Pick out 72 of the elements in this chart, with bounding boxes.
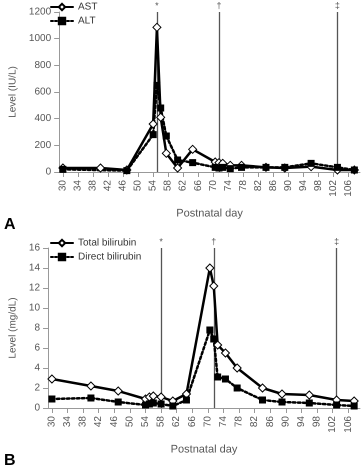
- ref-line-label: *: [155, 0, 160, 10]
- text: A: [4, 216, 16, 234]
- x-tick-label: 102: [327, 416, 338, 433]
- x-tick-label: 98: [313, 180, 324, 192]
- y-tick-label: 1000: [28, 33, 52, 44]
- y-tick-label: 800: [34, 60, 52, 71]
- y-tick-label: 16: [28, 242, 40, 254]
- x-axis-title: Postnatal day: [176, 208, 244, 220]
- ref-line-label: ‡: [334, 0, 340, 10]
- y-tick-label: 2: [34, 382, 40, 394]
- x-tick-label: 70: [202, 416, 214, 428]
- x-tick-label: 98: [312, 416, 323, 428]
- x-tick-label: 82: [249, 416, 260, 428]
- x-tick-label: 58: [162, 180, 174, 192]
- x-tick-label: 94: [296, 416, 308, 428]
- ref-line-label: †: [211, 236, 216, 246]
- x-tick-label: 90: [280, 416, 292, 428]
- legend-label: AST: [78, 2, 98, 12]
- x-tick-label: 90: [283, 180, 294, 192]
- x-tick-label: 94: [298, 180, 310, 192]
- x-tick-label: 106: [342, 416, 354, 433]
- x-tick-label: 50: [124, 416, 136, 428]
- y-tick-label: 14: [28, 262, 40, 274]
- legend-label: Total bilirubin: [78, 238, 136, 248]
- x-tick-label: 78: [238, 180, 249, 192]
- y-tick-label: 200: [34, 140, 52, 151]
- legend-label: ALT: [78, 16, 96, 26]
- x-axis-title: Postnatal day: [170, 444, 238, 456]
- ref-line-label: ‡: [334, 236, 340, 246]
- x-tick-label: 42: [102, 180, 114, 192]
- x-tick-label: 54: [148, 180, 159, 192]
- x-tick-label: 106: [343, 180, 354, 197]
- x-tick-label: 74: [218, 416, 230, 428]
- x-tick-label: 50: [132, 180, 144, 192]
- x-tick-label: 58: [156, 416, 167, 428]
- x-tick-label: 62: [178, 180, 189, 192]
- x-tick-label: 86: [268, 180, 280, 192]
- y-tick-label: 0: [34, 402, 40, 414]
- x-tick-label: 38: [78, 416, 89, 428]
- y-tick-label: 600: [34, 86, 52, 98]
- x-tick-label: 34: [72, 180, 84, 192]
- x-tick-label: 46: [118, 180, 129, 192]
- ref-line-label: †: [216, 0, 222, 10]
- x-tick-label: 74: [222, 180, 234, 192]
- x-tick-label: 102: [328, 180, 340, 197]
- x-tick-label: 34: [62, 416, 74, 428]
- legend-label: Direct bilirubin: [78, 252, 142, 262]
- y-tick-label: 12: [28, 282, 40, 294]
- y-tick-label: 0: [46, 166, 52, 178]
- y-tick-label: 4: [34, 362, 40, 374]
- y-tick-label: 400: [34, 113, 52, 124]
- ref-line-label: *: [159, 236, 164, 246]
- y-axis-title: Level (IU/L): [8, 66, 18, 118]
- y-tick-label: 6: [34, 342, 40, 354]
- x-tick-label: 66: [186, 416, 198, 428]
- x-tick-label: 42: [93, 416, 104, 428]
- x-tick-label: 30: [46, 416, 58, 428]
- x-tick-label: 38: [87, 180, 98, 192]
- x-tick-label: 86: [264, 416, 276, 428]
- x-tick-label: 78: [234, 416, 245, 428]
- x-tick-label: 54: [140, 416, 152, 428]
- x-tick-label: 82: [252, 180, 264, 192]
- x-tick-label: 46: [108, 416, 120, 428]
- text: B: [4, 452, 16, 470]
- x-tick-label: 70: [208, 180, 219, 192]
- y-axis-title: Level (mg/dL): [8, 297, 18, 359]
- y-tick-label: 1200: [28, 6, 52, 18]
- y-tick-label: 8: [34, 322, 40, 334]
- y-tick-label: 10: [28, 302, 40, 314]
- x-tick-label: 30: [57, 180, 68, 192]
- x-tick-label: 62: [171, 416, 182, 428]
- x-tick-label: 66: [192, 180, 204, 192]
